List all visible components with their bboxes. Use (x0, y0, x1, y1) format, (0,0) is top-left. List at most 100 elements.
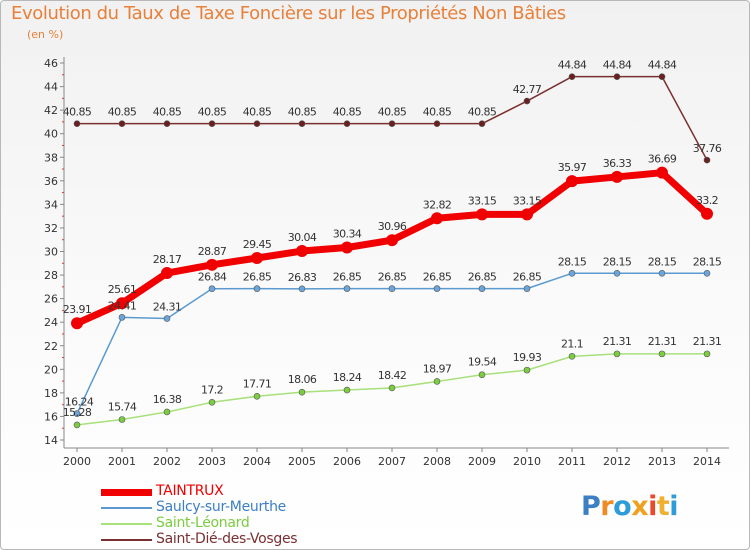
y-tick-label: 18 (44, 387, 58, 400)
series-0-data-label: 23.91 (63, 303, 92, 316)
y-tick-label: 42 (44, 104, 58, 117)
series-2-data-label: 18.24 (333, 371, 362, 384)
series-0-data-label: 30.34 (333, 227, 362, 240)
series-3-point (568, 73, 576, 80)
x-tick-label: 2009 (468, 455, 496, 468)
x-tick-label: 2004 (243, 455, 271, 468)
series-3-point (703, 156, 711, 164)
series-3-data-label: 40.85 (468, 106, 497, 119)
series-0-point (611, 170, 623, 183)
series-1-data-label: 26.85 (468, 271, 497, 284)
series-0-data-label: 35.97 (558, 161, 587, 174)
series-2-point (73, 421, 81, 429)
series-3-point (613, 73, 621, 80)
series-0-point (656, 166, 668, 179)
series-2-data-label: 19.54 (468, 356, 497, 369)
x-tick-label: 2001 (108, 455, 136, 468)
series-3-data-label: 40.85 (378, 106, 407, 119)
logo-letter: i (648, 491, 657, 522)
series-1-point (523, 285, 531, 292)
series-3-data-label: 40.85 (63, 106, 92, 119)
series-2-data-label: 21.1 (561, 337, 583, 350)
series-1-data-label: 26.85 (243, 271, 272, 284)
y-tick-label: 24 (44, 316, 58, 329)
series-3-point (433, 120, 441, 127)
series-0-data-label: 28.17 (153, 253, 182, 266)
series-3-point (478, 120, 486, 127)
series-2-point (253, 392, 261, 400)
y-tick-label: 22 (44, 340, 58, 353)
series-3-point (253, 120, 261, 127)
series-0-data-label: 29.45 (243, 238, 272, 251)
x-tick-label: 2013 (648, 455, 676, 468)
series-3-data-label: 40.85 (333, 106, 362, 119)
series-2-point (478, 371, 486, 379)
series-1-point (298, 285, 306, 293)
x-tick-label: 2008 (423, 455, 451, 468)
series-2-point (208, 398, 216, 406)
legend-label: Saint-Dié-des-Vosges (156, 531, 298, 547)
series-0-data-label: 30.96 (378, 220, 407, 233)
logo-letter: x (631, 491, 649, 522)
series-2-data-label: 16.38 (153, 393, 182, 406)
y-tick-label: 26 (44, 293, 58, 306)
series-1-data-label: 26.85 (378, 271, 407, 284)
series-1-point (253, 285, 261, 292)
series-3-point (388, 120, 396, 127)
legend-swatch (101, 507, 152, 509)
x-tick-label: 2000 (63, 455, 91, 468)
series-1-point (433, 285, 441, 292)
series-3-point (298, 120, 306, 127)
series-2-data-label: 21.31 (648, 335, 677, 348)
y-tick-label: 16 (44, 410, 58, 423)
x-tick-label: 2007 (378, 455, 406, 468)
series-1-point (208, 285, 216, 293)
series-2-data-label: 17.71 (243, 377, 272, 390)
series-1-point (613, 269, 621, 277)
series-3-point (343, 120, 351, 127)
unit-label: (en %) (27, 28, 64, 41)
series-2-point (163, 408, 171, 416)
series-0-point (386, 234, 398, 247)
series-2-data-label: 18.42 (378, 369, 407, 382)
series-0-point (116, 297, 128, 310)
legend-swatch (101, 523, 152, 525)
series-1-point (703, 269, 711, 277)
series-2-data-label: 21.31 (603, 335, 632, 348)
legend-label: TAINTRUX (156, 483, 224, 499)
series-0-point (701, 207, 713, 220)
series-3-data-label: 37.76 (693, 142, 722, 155)
series-1-data-label: 26.83 (288, 271, 317, 284)
series-2-point (298, 388, 306, 396)
series-3-data-label: 40.85 (243, 106, 272, 119)
series-0-point (251, 251, 263, 264)
series-3-data-label: 40.85 (153, 106, 182, 119)
series-3-data-label: 44.84 (558, 59, 587, 72)
series-3-point (208, 120, 216, 127)
chart-title: Evolution du Taux de Taxe Foncière sur l… (11, 3, 566, 24)
series-3-data-label: 40.85 (288, 106, 317, 119)
series-1-data-label: 16.24 (65, 396, 94, 409)
series-3-data-label: 40.85 (423, 106, 452, 119)
series-2-point (523, 366, 531, 374)
series-1-point (118, 314, 126, 321)
proxiti-logo: Proxiti (581, 491, 679, 522)
series-0-data-label: 33.2 (696, 194, 718, 207)
y-tick-label: 28 (44, 269, 58, 282)
series-3-data-label: 40.85 (198, 106, 227, 119)
series-1-point (163, 315, 171, 322)
series-0-point (521, 208, 533, 221)
y-tick-label: 20 (44, 363, 58, 376)
series-0-point (341, 241, 353, 254)
legend-swatch (101, 489, 152, 496)
series-1-point (388, 285, 396, 292)
series-2-data-label: 18.06 (288, 373, 317, 386)
x-tick-label: 2005 (288, 455, 316, 468)
series-1-point (73, 410, 81, 417)
series-1-data-label: 24.31 (153, 301, 182, 314)
legend-swatch (101, 539, 152, 541)
series-0-data-label: 36.69 (648, 153, 677, 166)
series-3-point (118, 120, 126, 127)
series-0-point (161, 267, 173, 280)
series-2-data-label: 18.97 (423, 362, 452, 375)
